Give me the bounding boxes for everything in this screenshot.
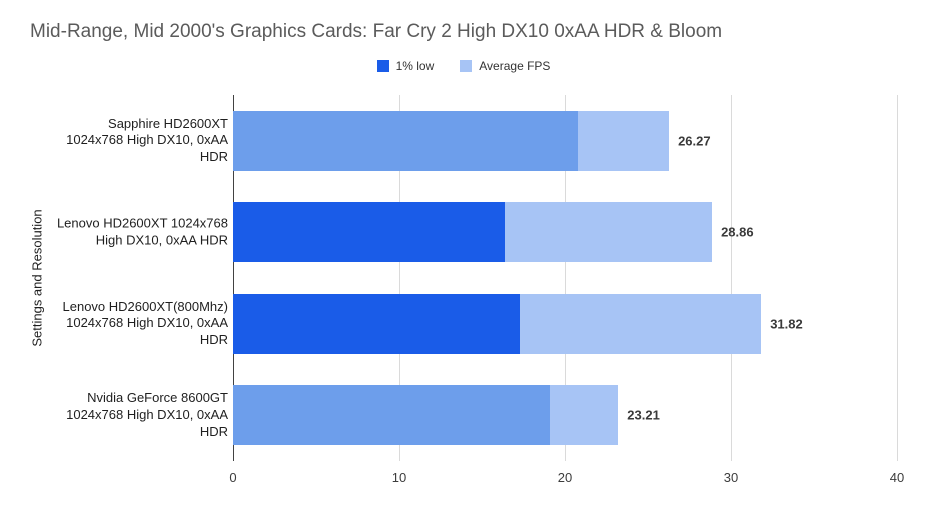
axis-baseline bbox=[233, 95, 234, 461]
gridline-10 bbox=[399, 95, 400, 461]
legend-label-average-fps: Average FPS bbox=[479, 59, 551, 73]
x-axis-tick-labels: 0 10 20 30 40 bbox=[229, 470, 904, 490]
legend-swatch-average-fps bbox=[460, 60, 473, 72]
bar-1pct-low bbox=[233, 110, 579, 171]
x-tick-label-10: 10 bbox=[391, 470, 407, 485]
legend-label-1pct-low: 1% low bbox=[395, 59, 435, 73]
x-tick-label-20: 20 bbox=[557, 470, 573, 485]
x-tick-label-0: 0 bbox=[229, 470, 237, 485]
category-label: Sapphire HD2600XT 1024x768 High DX10, 0x… bbox=[66, 115, 228, 165]
value-label: 31.82 bbox=[770, 316, 803, 332]
category-label: Nvidia GeForce 8600GT 1024x768 High DX10… bbox=[66, 390, 228, 439]
legend: 1% low Average FPS bbox=[0, 59, 927, 73]
gridline-30 bbox=[731, 95, 732, 461]
category-axis-labels: Sapphire HD2600XT 1024x768 High DX10, 0x… bbox=[42, 95, 228, 461]
bar-1pct-low bbox=[233, 202, 506, 263]
legend-swatch-1pct-low bbox=[376, 60, 389, 72]
gridline-20 bbox=[565, 95, 566, 461]
legend-item-1pct-low: 1% low bbox=[376, 59, 435, 73]
value-label: 28.86 bbox=[721, 224, 754, 240]
bar-1pct-low bbox=[233, 293, 521, 354]
gridline-40 bbox=[897, 95, 898, 461]
chart-title: Mid-Range, Mid 2000's Graphics Cards: Fa… bbox=[30, 21, 723, 42]
x-tick-label-30: 30 bbox=[723, 470, 739, 485]
bar-1pct-low bbox=[233, 385, 551, 446]
legend-item-average-fps: Average FPS bbox=[460, 59, 550, 73]
x-tick-label-40: 40 bbox=[889, 470, 905, 485]
value-label: 26.27 bbox=[678, 133, 711, 149]
plot-area: 26.27 28.86 31.82 23.21 bbox=[233, 95, 898, 461]
value-label: 23.21 bbox=[627, 407, 660, 423]
category-label: Lenovo HD2600XT(800Mhz) 1024x768 High DX… bbox=[62, 298, 228, 348]
category-label: Lenovo HD2600XT 1024x768 High DX10, 0xAA… bbox=[56, 215, 228, 248]
